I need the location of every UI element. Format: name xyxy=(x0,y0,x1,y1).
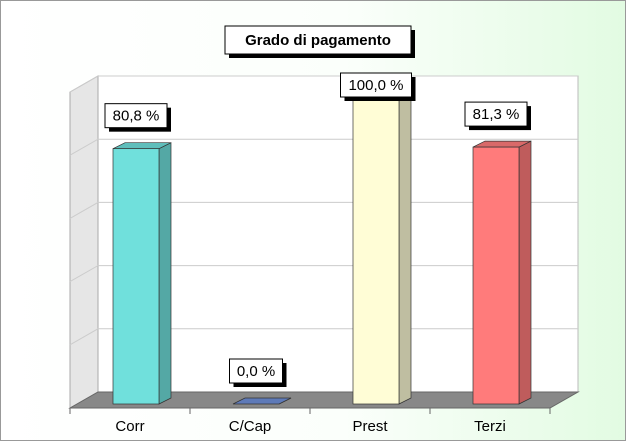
bar-side xyxy=(518,140,532,405)
chart-title: Grado di pagamento xyxy=(245,32,391,49)
value-label: 80,8 % xyxy=(113,108,160,125)
grid-line xyxy=(69,138,578,156)
bar-front xyxy=(112,148,160,405)
value-label: 0,0 % xyxy=(237,363,275,380)
bar xyxy=(352,81,412,405)
value-label: 100,0 % xyxy=(348,77,403,94)
value-label-box xyxy=(229,358,283,384)
side-wall xyxy=(69,75,99,409)
bar-front xyxy=(352,87,400,405)
x-tick-label: Corr xyxy=(115,418,144,435)
bar-top xyxy=(232,397,292,405)
grid-line xyxy=(69,328,578,346)
x-tick-label: Prest xyxy=(352,418,388,435)
value-label-box xyxy=(464,101,528,127)
grid-line xyxy=(69,201,578,219)
bar-side xyxy=(158,142,172,405)
grid-line xyxy=(69,75,578,93)
bar xyxy=(472,140,532,405)
x-tick-label: Terzi xyxy=(474,418,506,435)
value-label: 81,3 % xyxy=(473,106,520,123)
bar-front xyxy=(472,146,520,405)
value-label-box xyxy=(104,103,168,129)
bar-side xyxy=(398,81,412,405)
bar xyxy=(232,397,292,405)
x-tick-label: C/Cap xyxy=(229,418,272,435)
title-box xyxy=(224,25,412,55)
value-label-box xyxy=(340,72,412,98)
grid-line xyxy=(69,265,578,283)
bar xyxy=(112,142,172,405)
